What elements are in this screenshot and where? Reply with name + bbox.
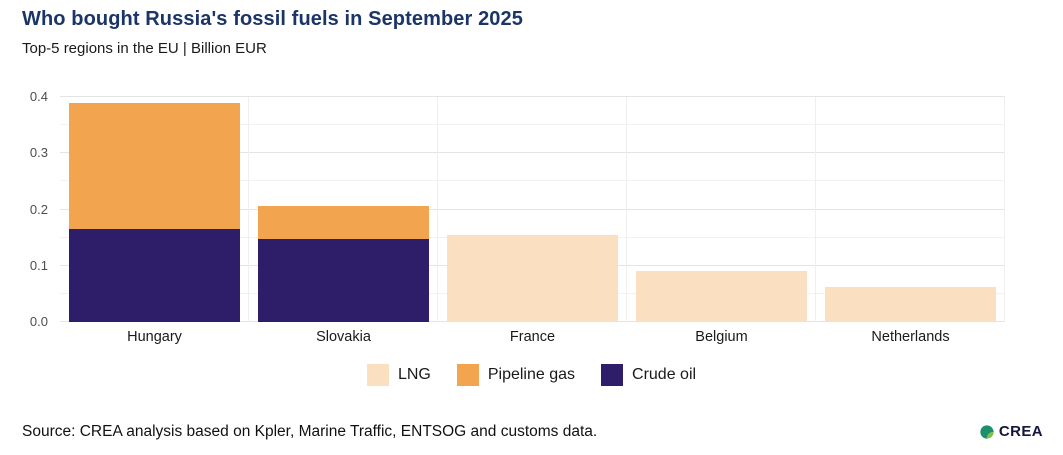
y-tick-label: 0.3 (29, 145, 48, 161)
gridline-horizontal (60, 208, 1005, 210)
y-tick-label: 0.4 (29, 89, 48, 104)
bar-segment-crude-oil (69, 229, 240, 322)
y-tick-label: 0.0 (29, 314, 48, 329)
legend-item: Crude oil (601, 364, 696, 386)
chart-subtitle: Top-5 regions in the EU | Billion EUR (22, 40, 267, 57)
bar-segment-lng (825, 287, 996, 322)
source-text: Source: CREA analysis based on Kpler, Ma… (22, 423, 598, 440)
bar-segment-pipeline-gas (69, 102, 240, 230)
legend-item: Pipeline gas (456, 364, 576, 386)
gridline-vertical (815, 97, 816, 322)
gridline-vertical (1004, 97, 1005, 322)
legend-item: LNG (366, 364, 431, 386)
y-tick-label: 0.1 (29, 257, 48, 273)
legend-label: Crude oil (632, 366, 697, 383)
gridline-vertical (626, 97, 627, 322)
leaf-icon (980, 424, 994, 439)
legend-label: Pipeline gas (487, 366, 576, 383)
bar-segment-lng (636, 270, 807, 322)
crea-logo: CREA (979, 423, 1043, 440)
bar-segment-pipeline-gas (258, 205, 429, 240)
chart-legend: LNG Pipeline gas Crude oil (0, 364, 1063, 386)
legend-label: LNG (397, 366, 431, 383)
y-tick-label: 0.2 (29, 201, 48, 217)
x-tick-label: Belgium (695, 329, 748, 345)
x-axis: Hungary Slovakia France Belgium Netherlands (60, 329, 1005, 349)
x-tick-label: Slovakia (316, 329, 371, 345)
logo-text: CREA (998, 423, 1043, 440)
gridline-horizontal (60, 152, 1005, 154)
legend-swatch (601, 364, 624, 386)
gridline-vertical (437, 97, 438, 322)
legend-swatch (456, 364, 479, 386)
gridline-horizontal (60, 180, 1005, 182)
x-tick-label: Hungary (127, 329, 182, 345)
x-tick-label: France (509, 329, 556, 345)
gridline-horizontal (60, 96, 1005, 97)
gridline-horizontal (60, 124, 1005, 126)
gridline-vertical (248, 97, 249, 322)
bar-segment-crude-oil (258, 239, 429, 322)
y-axis: 0.0 0.1 0.2 0.3 0.4 (10, 89, 48, 329)
legend-swatch (366, 364, 389, 386)
plot-area (60, 96, 1005, 322)
bar-segment-lng (447, 234, 618, 322)
chart-title: Who bought Russia's fossil fuels in Sept… (22, 8, 523, 30)
x-tick-label: Netherlands (871, 329, 950, 345)
